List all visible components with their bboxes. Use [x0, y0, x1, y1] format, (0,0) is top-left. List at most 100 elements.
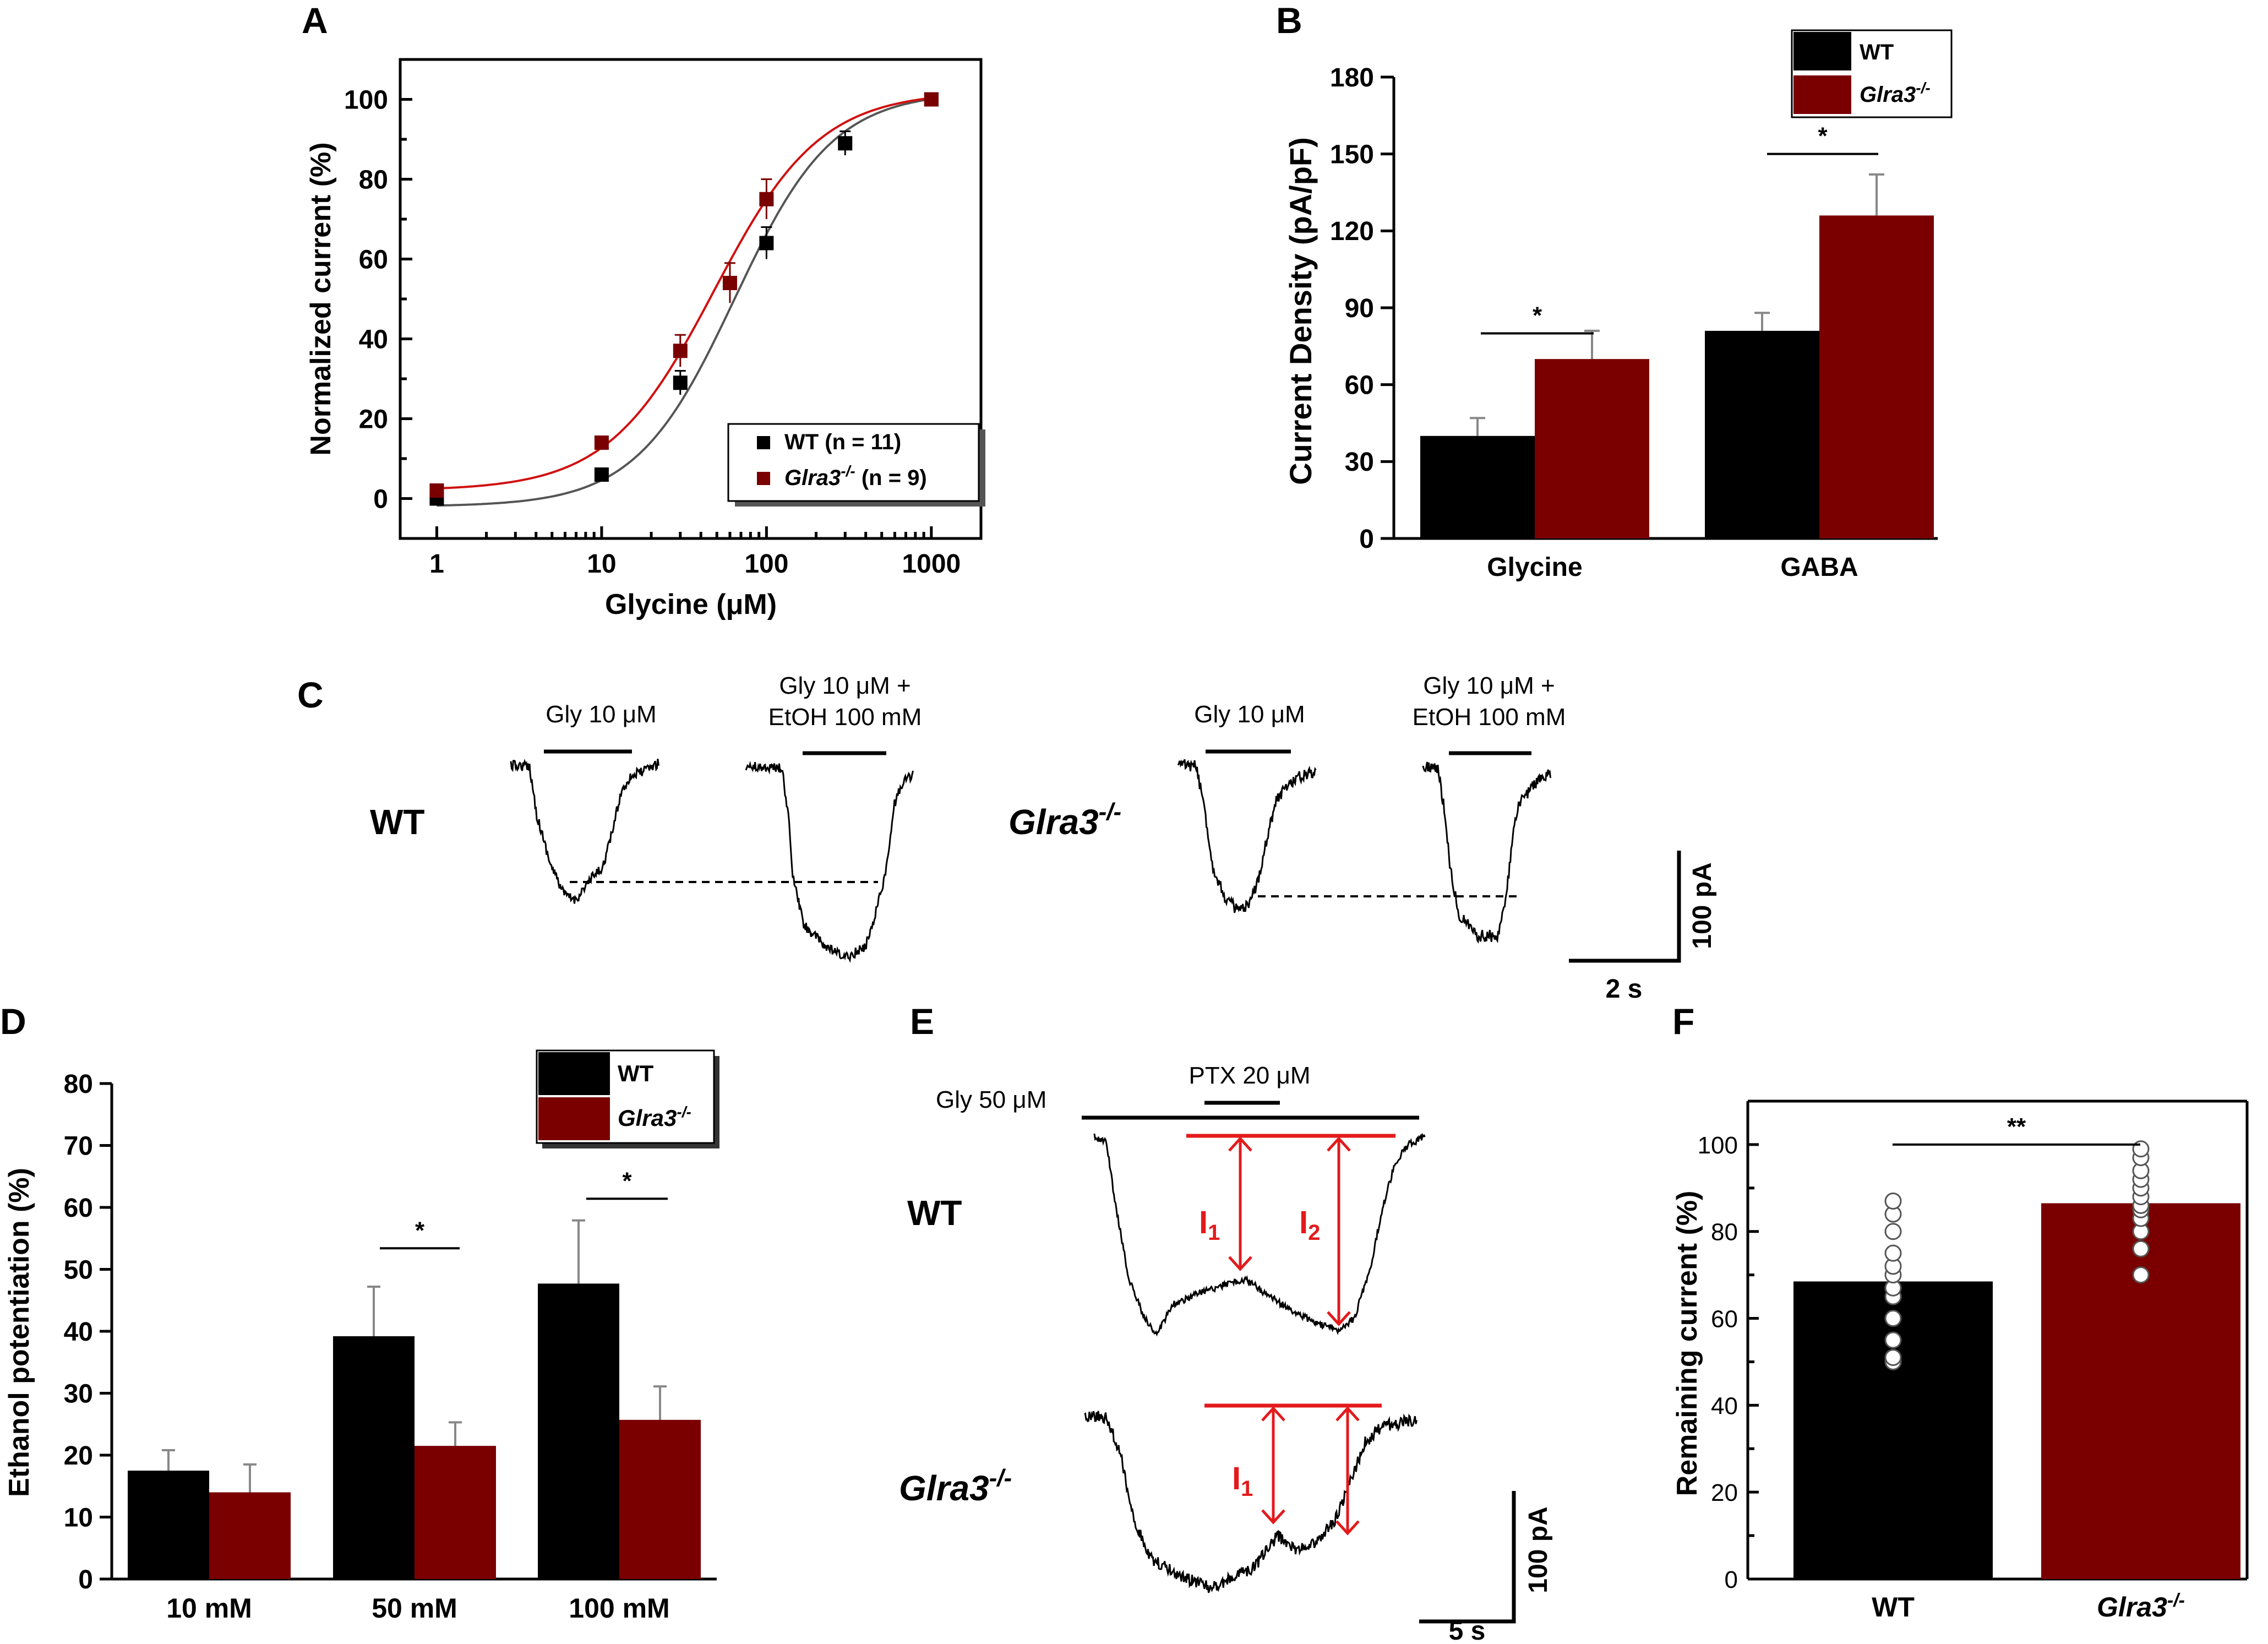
- bar-wt-100mm: [538, 1283, 619, 1579]
- panel-e-ko-i1-arrow: [1261, 1406, 1285, 1525]
- data-point-glra3: [759, 192, 774, 206]
- panel-d-bars: 10 mM 50 mM 100 mM * *: [128, 1167, 701, 1624]
- data-point-glra3: [722, 276, 737, 290]
- data-point: [1884, 1310, 1902, 1327]
- significance-marker: *: [1533, 302, 1542, 329]
- y-tick-label: 20: [359, 405, 388, 434]
- bar-glra3-10mm: [209, 1492, 291, 1579]
- data-point: [1884, 1331, 1902, 1349]
- y-tick-label: 60: [1711, 1306, 1738, 1333]
- panel-c-row-label-glra3: Glra3-/-: [1008, 798, 1121, 842]
- legend-marker-wt: [757, 436, 770, 449]
- panel-c-ko-stim2-label-line1: Gly 10 μM +: [1423, 672, 1555, 699]
- panel-c-ko-gly-trace: [1177, 759, 1317, 913]
- panel-e-scale-x-label: 5 s: [1449, 1616, 1486, 1644]
- significance-marker: *: [622, 1167, 632, 1194]
- y-tick-label: 30: [64, 1379, 93, 1408]
- data-point: [1884, 1223, 1902, 1240]
- panel-b-chart: 0 30 60 90 120 150 180 Glycine GABA * * Current D…: [1283, 29, 1953, 582]
- data-point: [2132, 1266, 2150, 1284]
- panel-letter-f: F: [1672, 1001, 1694, 1042]
- data-point-glra3: [673, 344, 688, 358]
- panel-e-row-label-wt: WT: [907, 1193, 962, 1233]
- y-tick-label: 80: [359, 166, 388, 195]
- bar-wt-gaba: [1705, 330, 1819, 538]
- panel-c-scale-x-label: 2 s: [1606, 975, 1643, 1004]
- y-tick-label: 0: [1725, 1566, 1738, 1593]
- panel-e-ptx-label: PTX 20 μM: [1189, 1062, 1311, 1089]
- x-tick-label: 100 mM: [569, 1593, 669, 1624]
- y-tick-label: 40: [1711, 1392, 1738, 1419]
- panel-a-x-axis-label: Glycine (μM): [605, 589, 777, 620]
- legend-swatch-wt: [538, 1052, 610, 1095]
- legend-label-glra3: Glra3-/- (n = 9): [784, 462, 927, 490]
- y-tick-label: 0: [1359, 525, 1374, 554]
- y-tick-label: 180: [1330, 63, 1374, 92]
- y-tick-label: 80: [64, 1070, 93, 1099]
- panel-a-y-axis-label: Normalized current (%): [305, 142, 337, 455]
- y-tick-label: 0: [373, 485, 388, 514]
- y-tick-label: 0: [78, 1565, 93, 1594]
- x-tick-label-wt: WT: [1872, 1592, 1915, 1623]
- panel-e-wt-i2-label: I2: [1299, 1205, 1320, 1245]
- panel-f-bars: WT Glra3-/- **: [1793, 1113, 2240, 1623]
- y-tick-label: 80: [1711, 1219, 1738, 1246]
- panel-e-ko-trace: [1084, 1411, 1417, 1593]
- panel-e-ko-i2-arrow: [1335, 1406, 1360, 1536]
- y-tick-label: 100: [344, 86, 388, 115]
- x-tick-label: 10 mM: [166, 1593, 252, 1624]
- significance-marker: *: [415, 1217, 425, 1244]
- panel-c-wt-stim2-label-line1: Gly 10 μM +: [779, 672, 911, 699]
- y-tick-label: 20: [1711, 1479, 1738, 1506]
- data-point-wt: [594, 467, 609, 482]
- panel-e-wt-trace: [1093, 1133, 1426, 1337]
- bar-wt: [1793, 1281, 1993, 1579]
- panel-c-row-label-wt: WT: [370, 802, 425, 842]
- bar-glra3-glycine: [1535, 359, 1649, 538]
- legend-label-glra3: Glra3-/-: [618, 1103, 691, 1131]
- panel-b-y-ticks: 0 30 60 90 120 150 180: [1330, 63, 1394, 554]
- data-point: [1884, 1192, 1902, 1210]
- x-tick-label: 50 mM: [372, 1593, 457, 1624]
- y-tick-label: 60: [359, 246, 388, 275]
- x-tick-label: 100: [744, 549, 788, 579]
- panel-a-x-ticks: 1 10 100 1000: [429, 526, 961, 579]
- significance-marker: *: [1818, 123, 1828, 150]
- bar-glra3-50mm: [415, 1446, 496, 1579]
- panel-c-wt-gly-trace: [510, 758, 659, 904]
- legend-swatch-wt: [1793, 32, 1851, 70]
- bar-glra3-gaba: [1819, 215, 1934, 538]
- panel-b-y-axis-label: Current Density (pA/pF): [1283, 137, 1318, 485]
- data-point-wt: [759, 236, 774, 251]
- data-point: [1884, 1244, 1902, 1262]
- panel-letter-e: E: [910, 1001, 934, 1042]
- y-tick-label: 150: [1330, 140, 1374, 169]
- significance-marker: **: [2007, 1113, 2026, 1140]
- panel-f-chart: 0 20 40 60 80 100 WT Glra3-/- ** Remaining curr…: [1671, 1099, 2249, 1623]
- panel-e-row-label-glra3: Glra3-/-: [899, 1465, 1012, 1508]
- panel-e-wt-i1-arrow: [1228, 1136, 1252, 1271]
- panel-a-y-ticks: 0 20 40 60 80 100: [344, 86, 412, 514]
- panel-e-traces: Gly 50 μM PTX 20 μM WT Glra3-/- I1 I2 I1: [899, 1062, 1553, 1644]
- panel-e-wt-i2-arrow: [1327, 1136, 1351, 1326]
- panel-c-traces: WT Glra3-/- Gly 10 μM Gly 10 μM + EtOH 1…: [370, 672, 1717, 1004]
- data-point: [1884, 1349, 1902, 1367]
- bar-glra3: [2041, 1203, 2240, 1579]
- x-tick-label: 10: [587, 549, 616, 579]
- panel-e-scale-bar: [1419, 1491, 1516, 1624]
- bar-wt-50mm: [333, 1336, 415, 1579]
- panel-c-scale-y-label: 100 pA: [1688, 862, 1717, 949]
- bar-glra3-100mm: [619, 1419, 701, 1579]
- x-tick-label: 1000: [902, 549, 961, 579]
- y-tick-label: 120: [1330, 217, 1374, 246]
- panel-b-bars: Glycine GABA * *: [1420, 123, 1934, 582]
- legend-label-wt: WT (n = 11): [784, 430, 901, 454]
- panel-d-legend: WT Glra3-/-: [536, 1049, 719, 1148]
- panel-d-chart: 0 10 20 30 40 50 60 70 80 10 mM 50 mM 100 mM * * Eth…: [3, 1049, 719, 1624]
- panel-a-chart: 0 20 40 60 80 100 1 10 100 1000 Normalized curre…: [305, 58, 985, 620]
- x-tick-label-glra3: Glra3-/-: [2097, 1590, 2185, 1623]
- y-tick-label: 50: [64, 1255, 93, 1284]
- data-point-glra3: [594, 436, 609, 450]
- data-point-wt: [838, 136, 853, 151]
- panel-c-ko-stim1-label: Gly 10 μM: [1194, 701, 1305, 728]
